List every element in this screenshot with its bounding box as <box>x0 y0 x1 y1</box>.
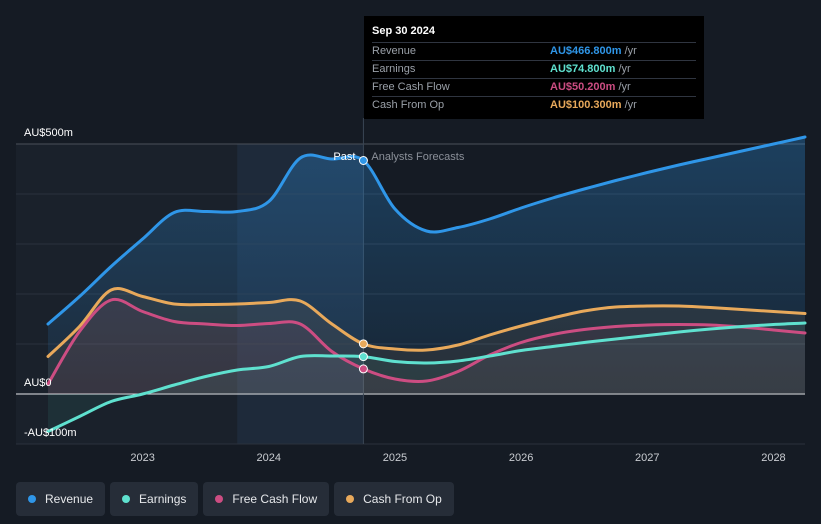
tooltip-value: AU$100.300m <box>550 99 622 111</box>
legend-label: Revenue <box>45 492 94 506</box>
fcf-marker <box>358 364 368 374</box>
tooltip-row-earnings: Earnings AU$74.800m/yr <box>372 60 696 78</box>
tooltip-unit: /yr <box>624 45 637 57</box>
x-tick-label-2024: 2024 <box>257 452 281 464</box>
tooltip-row-revenue: Revenue AU$466.800m/yr <box>372 42 696 60</box>
tooltip: Sep 30 2024 Revenue AU$466.800m/yr Earni… <box>364 16 704 119</box>
x-tick-label-2023: 2023 <box>130 452 154 464</box>
cash-from-op-dot-icon <box>346 495 355 503</box>
tooltip-label: Earnings <box>372 63 416 75</box>
tooltip-date: Sep 30 2024 <box>372 25 435 37</box>
tooltip-label: Cash From Op <box>372 99 445 111</box>
x-tick-label-2026: 2026 <box>509 452 533 464</box>
tooltip-value: AU$466.800m <box>550 45 622 57</box>
revenue-marker <box>358 156 368 165</box>
fcf-line <box>46 297 807 386</box>
cfo-line <box>46 287 807 358</box>
legend-label: Free Cash Flow <box>232 492 318 506</box>
forecast-label: Analysts Forecasts <box>371 151 464 163</box>
tooltip-value: AU$50.200m <box>550 81 616 93</box>
tooltip-label: Revenue <box>372 45 417 57</box>
tooltip-row-free-cash-flow: Free Cash Flow AU$50.200m/yr <box>372 78 696 96</box>
revenue-area <box>48 137 805 394</box>
tooltip-value-group: AU$50.200m/yr <box>550 79 631 96</box>
legend-item-revenue[interactable]: Revenue <box>16 482 106 516</box>
revenue-dot-icon <box>28 495 36 503</box>
revenue-line <box>46 135 807 326</box>
tooltip-value: AU$74.800m <box>550 63 616 75</box>
x-tick-label-2025: 2025 <box>383 452 407 464</box>
x-tick-label-2028: 2028 <box>761 452 785 464</box>
cfo-area <box>48 288 805 394</box>
y-axis-label-0: AU$0 <box>24 377 52 389</box>
tooltip-row-cash-from-op: Cash From Op AU$100.300m/yr <box>372 96 696 114</box>
legend-item-cash-from-op[interactable]: Cash From Op <box>334 482 454 516</box>
tooltip-value-group: AU$466.800m/yr <box>550 43 637 60</box>
x-tick-label-2027: 2027 <box>635 452 659 464</box>
legend: Revenue Earnings Free Cash Flow Cash Fro… <box>16 482 459 516</box>
legend-item-free-cash-flow[interactable]: Free Cash Flow <box>203 482 330 516</box>
tooltip-label: Free Cash Flow <box>372 81 450 93</box>
free-cash-flow-dot-icon <box>215 495 224 503</box>
y-axis-label-neg-100m: -AU$100m <box>24 427 77 439</box>
y-axis-label-500m: AU$500m <box>24 127 73 139</box>
tooltip-unit: /yr <box>618 63 631 75</box>
legend-item-earnings[interactable]: Earnings <box>110 482 199 516</box>
legend-label: Earnings <box>139 492 187 506</box>
earnings-dot-icon <box>122 495 131 503</box>
past-label: Past <box>333 151 355 163</box>
earnings-marker <box>358 352 368 362</box>
tooltip-unit: /yr <box>618 81 631 93</box>
tooltip-value-group: AU$100.300m/yr <box>550 97 637 114</box>
earnings-line <box>46 321 807 433</box>
tooltip-unit: /yr <box>624 99 637 111</box>
legend-label: Cash From Op <box>363 492 442 506</box>
chart-svg: AU$500m AU$0 -AU$100m 2023 2024 2025 202… <box>16 118 807 464</box>
cfo-marker <box>358 339 368 349</box>
tooltip-value-group: AU$74.800m/yr <box>550 61 631 78</box>
earnings-area <box>48 323 805 432</box>
